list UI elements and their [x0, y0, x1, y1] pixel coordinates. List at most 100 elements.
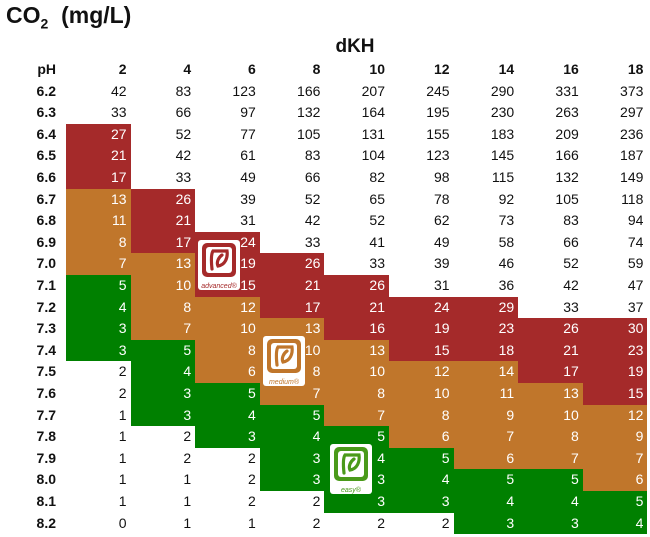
ph-row-label: 6.2 — [36, 82, 56, 99]
co2-value-cell: 4 — [130, 361, 196, 383]
co2-value-cell: 10 — [195, 318, 260, 340]
co2-value-cell: 149 — [620, 169, 644, 185]
co2-value-cell: 41 — [369, 233, 385, 250]
ph-row-label: 6.7 — [36, 190, 56, 207]
co2-value-cell: 74 — [627, 233, 644, 250]
co2-value-cell: 1 — [118, 428, 127, 445]
co2-value-cell: 13 — [259, 318, 325, 340]
co2-value-cell: 61 — [240, 147, 256, 164]
co2-value-cell: 17 — [259, 296, 325, 319]
co2-value-cell: 66 — [175, 104, 192, 121]
co2-value-cell: 98 — [434, 169, 450, 185]
leaf-icon — [202, 243, 236, 277]
co2-value-cell: 9 — [453, 404, 519, 427]
logo-label: medium® — [268, 379, 300, 386]
ph-row-label: 6.5 — [36, 147, 56, 164]
co2-value-cell: 6 — [453, 447, 519, 470]
co2-value-cell: 3 — [453, 512, 519, 535]
co2-value-cell: 331 — [555, 82, 579, 99]
co2-value-cell: 26 — [130, 188, 196, 211]
dkh-column-header: 14 — [498, 61, 515, 77]
co2-value-cell: 1 — [183, 514, 192, 531]
ph-header: pH — [37, 61, 56, 77]
co2-value-cell: 52 — [563, 255, 579, 272]
co2-value-cell: 21 — [518, 339, 583, 362]
co2-value-cell: 1 — [118, 471, 127, 488]
co2-value-cell: 17 — [130, 231, 196, 254]
co2-value-cell: 13 — [66, 188, 131, 211]
co2-value-cell: 10 — [389, 383, 454, 405]
co2-value-cell: 23 — [453, 318, 519, 340]
dkh-column-header: 6 — [247, 61, 256, 77]
co2-value-cell: 2 — [377, 514, 385, 531]
co2-value-cell: 13 — [518, 383, 583, 405]
co2-value-cell: 183 — [490, 125, 515, 142]
leaf-icon — [267, 339, 301, 373]
co2-value-cell: 1 — [118, 406, 127, 423]
co2-value-cell: 105 — [297, 125, 321, 142]
co2-value-cell: 4 — [66, 296, 131, 319]
co2-value-cell: 373 — [620, 82, 644, 99]
co2-value-cell: 52 — [369, 212, 385, 229]
title-main: CO — [6, 2, 41, 28]
co2-value-cell: 5 — [518, 469, 583, 491]
dkh-column-header: 2 — [118, 61, 127, 77]
ph-row-label: 8.1 — [36, 493, 56, 509]
co2-value-cell: 131 — [361, 125, 385, 142]
co2-value-cell: 33 — [304, 233, 321, 250]
co2-value-cell: 24 — [389, 296, 454, 319]
ph-row-label: 7.2 — [36, 298, 56, 315]
co2-value-cell: 18 — [453, 339, 519, 362]
co2-value-cell: 290 — [490, 82, 515, 99]
co2-value-cell: 7 — [259, 383, 325, 405]
co2-value-cell: 5 — [453, 469, 519, 491]
co2-value-cell: 3 — [195, 426, 260, 448]
dkh-column-header: 12 — [434, 61, 450, 77]
advanced-logo: advanced® — [198, 240, 240, 290]
co2-value-cell: 83 — [175, 82, 192, 99]
co2-value-cell: 2 — [247, 471, 256, 488]
co2-value-cell: 5 — [66, 275, 131, 297]
co2-value-cell: 19 — [582, 361, 648, 383]
co2-value-cell: 3 — [259, 469, 325, 491]
co2-value-cell: 2 — [247, 449, 256, 466]
dkh-column-header: 8 — [312, 61, 321, 77]
co2-value-cell: 13 — [324, 339, 389, 362]
co2-value-cell: 21 — [66, 145, 131, 167]
co2-value-cell: 8 — [324, 383, 389, 405]
co2-value-cell: 46 — [498, 255, 515, 272]
co2-value-cell: 17 — [66, 167, 131, 189]
co2-value-cell: 145 — [490, 147, 515, 164]
co2-value-cell: 8 — [389, 404, 454, 427]
ph-row-label: 7.8 — [36, 428, 56, 445]
co2-value-cell: 123 — [232, 82, 256, 99]
co2-value-cell: 1 — [118, 449, 127, 466]
co2-value-cell: 4 — [518, 491, 583, 513]
co2-value-cell: 10 — [130, 275, 196, 297]
ph-row-label: 6.3 — [36, 104, 56, 121]
co2-value-cell: 73 — [498, 212, 515, 229]
co2-value-cell: 83 — [304, 147, 321, 164]
dkh-column-header: 18 — [627, 61, 644, 77]
co2-value-cell: 13 — [130, 253, 196, 275]
co2-value-cell: 31 — [240, 212, 256, 229]
co2-value-cell: 26 — [518, 318, 583, 340]
ph-row-label: 7.1 — [36, 277, 56, 293]
title-unit: (mg/L) — [61, 2, 132, 28]
co2-value-cell: 82 — [369, 169, 385, 185]
co2-value-cell: 187 — [620, 147, 644, 164]
co2-value-cell: 104 — [361, 147, 385, 164]
leaf-icon — [334, 447, 368, 481]
easy-logo: easy® — [330, 444, 372, 494]
ph-row-label: 7.0 — [36, 255, 56, 272]
ph-row-label: 7.9 — [36, 449, 56, 466]
ph-row-label: 7.5 — [36, 363, 56, 380]
co2-value-cell: 7 — [324, 404, 389, 427]
co2-value-cell: 66 — [563, 233, 579, 250]
co2-value-cell: 58 — [498, 233, 515, 250]
co2-value-cell: 2 — [118, 385, 127, 401]
logo-label: advanced® — [201, 283, 237, 290]
co2-value-cell: 49 — [434, 233, 450, 250]
co2-value-cell: 42 — [175, 147, 192, 164]
co2-value-cell: 2 — [247, 493, 256, 509]
